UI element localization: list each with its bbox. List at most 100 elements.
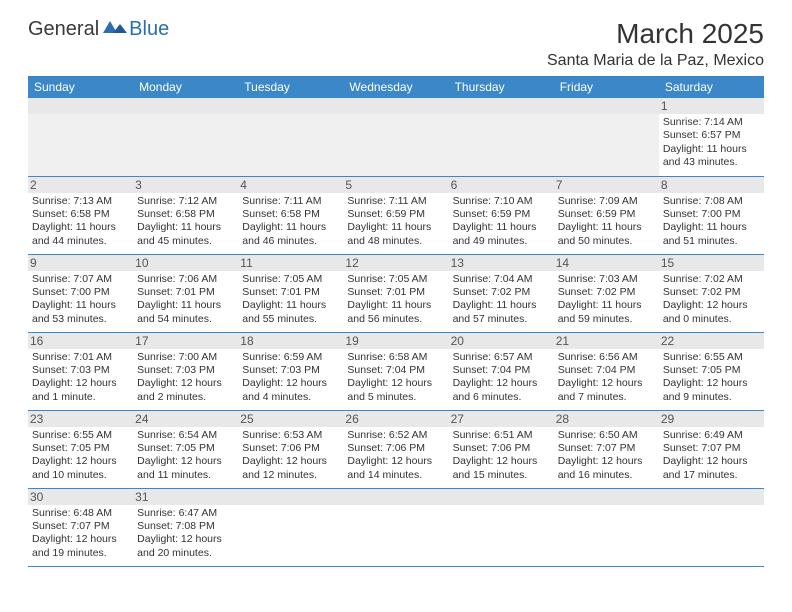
info-d2: and 55 minutes. xyxy=(242,313,339,326)
calendar-cell xyxy=(28,98,133,176)
col-thursday: Thursday xyxy=(449,76,554,98)
day-info: Sunrise: 6:54 AMSunset: 7:05 PMDaylight:… xyxy=(137,429,234,483)
day-info: Sunrise: 6:59 AMSunset: 7:03 PMDaylight:… xyxy=(242,351,339,405)
day-number: 30 xyxy=(28,489,133,505)
day-info: Sunrise: 7:10 AMSunset: 6:59 PMDaylight:… xyxy=(453,195,550,249)
info-d2: and 59 minutes. xyxy=(558,313,655,326)
calendar-row: 23Sunrise: 6:55 AMSunset: 7:05 PMDayligh… xyxy=(28,410,764,488)
day-info: Sunrise: 7:02 AMSunset: 7:02 PMDaylight:… xyxy=(663,273,760,327)
info-d1: Daylight: 11 hours xyxy=(663,221,760,234)
info-d2: and 19 minutes. xyxy=(32,547,129,560)
info-sr: Sunrise: 7:03 AM xyxy=(558,273,655,286)
calendar-cell xyxy=(659,488,764,566)
info-sr: Sunrise: 7:05 AM xyxy=(347,273,444,286)
calendar-row: 1Sunrise: 7:14 AMSunset: 6:57 PMDaylight… xyxy=(28,98,764,176)
info-d2: and 11 minutes. xyxy=(137,469,234,482)
info-d1: Daylight: 11 hours xyxy=(242,299,339,312)
info-d1: Daylight: 12 hours xyxy=(32,533,129,546)
day-info: Sunrise: 6:55 AMSunset: 7:05 PMDaylight:… xyxy=(663,351,760,405)
info-d1: Daylight: 11 hours xyxy=(32,299,129,312)
title-block: March 2025 Santa Maria de la Paz, Mexico xyxy=(547,18,764,70)
info-ss: Sunset: 7:00 PM xyxy=(663,208,760,221)
info-ss: Sunset: 6:59 PM xyxy=(347,208,444,221)
day-info: Sunrise: 7:14 AMSunset: 6:57 PMDaylight:… xyxy=(663,116,760,170)
info-sr: Sunrise: 6:59 AM xyxy=(242,351,339,364)
calendar-cell: 3Sunrise: 7:12 AMSunset: 6:58 PMDaylight… xyxy=(133,176,238,254)
calendar-cell: 10Sunrise: 7:06 AMSunset: 7:01 PMDayligh… xyxy=(133,254,238,332)
calendar-cell: 11Sunrise: 7:05 AMSunset: 7:01 PMDayligh… xyxy=(238,254,343,332)
day-info: Sunrise: 7:11 AMSunset: 6:58 PMDaylight:… xyxy=(242,195,339,249)
day-info: Sunrise: 6:56 AMSunset: 7:04 PMDaylight:… xyxy=(558,351,655,405)
info-ss: Sunset: 6:59 PM xyxy=(558,208,655,221)
info-d1: Daylight: 12 hours xyxy=(663,377,760,390)
info-ss: Sunset: 7:05 PM xyxy=(137,442,234,455)
day-info: Sunrise: 7:05 AMSunset: 7:01 PMDaylight:… xyxy=(347,273,444,327)
info-d1: Daylight: 11 hours xyxy=(663,143,760,156)
calendar-cell: 27Sunrise: 6:51 AMSunset: 7:06 PMDayligh… xyxy=(449,410,554,488)
info-d2: and 45 minutes. xyxy=(137,235,234,248)
info-d2: and 5 minutes. xyxy=(347,391,444,404)
day-number: 31 xyxy=(133,489,238,505)
info-d2: and 6 minutes. xyxy=(453,391,550,404)
calendar-cell: 25Sunrise: 6:53 AMSunset: 7:06 PMDayligh… xyxy=(238,410,343,488)
info-d2: and 53 minutes. xyxy=(32,313,129,326)
calendar-cell xyxy=(554,488,659,566)
col-sunday: Sunday xyxy=(28,76,133,98)
info-d2: and 7 minutes. xyxy=(558,391,655,404)
col-saturday: Saturday xyxy=(659,76,764,98)
calendar-cell: 29Sunrise: 6:49 AMSunset: 7:07 PMDayligh… xyxy=(659,410,764,488)
info-sr: Sunrise: 7:13 AM xyxy=(32,195,129,208)
info-ss: Sunset: 6:58 PM xyxy=(137,208,234,221)
info-d2: and 44 minutes. xyxy=(32,235,129,248)
info-ss: Sunset: 7:07 PM xyxy=(663,442,760,455)
day-info: Sunrise: 7:04 AMSunset: 7:02 PMDaylight:… xyxy=(453,273,550,327)
calendar-row: 2Sunrise: 7:13 AMSunset: 6:58 PMDaylight… xyxy=(28,176,764,254)
day-number: 4 xyxy=(238,177,343,193)
info-ss: Sunset: 7:03 PM xyxy=(137,364,234,377)
info-sr: Sunrise: 7:06 AM xyxy=(137,273,234,286)
day-info: Sunrise: 7:13 AMSunset: 6:58 PMDaylight:… xyxy=(32,195,129,249)
info-d1: Daylight: 11 hours xyxy=(558,299,655,312)
info-d1: Daylight: 11 hours xyxy=(347,299,444,312)
info-d2: and 10 minutes. xyxy=(32,469,129,482)
info-sr: Sunrise: 7:01 AM xyxy=(32,351,129,364)
info-sr: Sunrise: 7:09 AM xyxy=(558,195,655,208)
info-ss: Sunset: 7:07 PM xyxy=(558,442,655,455)
day-number: 28 xyxy=(554,411,659,427)
info-sr: Sunrise: 6:56 AM xyxy=(558,351,655,364)
info-ss: Sunset: 7:06 PM xyxy=(453,442,550,455)
day-info: Sunrise: 7:01 AMSunset: 7:03 PMDaylight:… xyxy=(32,351,129,405)
info-sr: Sunrise: 7:08 AM xyxy=(663,195,760,208)
info-d1: Daylight: 12 hours xyxy=(347,377,444,390)
day-number: 14 xyxy=(554,255,659,271)
day-number: 8 xyxy=(659,177,764,193)
calendar-cell: 24Sunrise: 6:54 AMSunset: 7:05 PMDayligh… xyxy=(133,410,238,488)
day-number: 5 xyxy=(343,177,448,193)
info-d2: and 4 minutes. xyxy=(242,391,339,404)
info-ss: Sunset: 6:59 PM xyxy=(453,208,550,221)
info-ss: Sunset: 7:06 PM xyxy=(242,442,339,455)
calendar-cell: 20Sunrise: 6:57 AMSunset: 7:04 PMDayligh… xyxy=(449,332,554,410)
info-d1: Daylight: 12 hours xyxy=(453,377,550,390)
logo-text-general: General xyxy=(28,18,99,41)
info-sr: Sunrise: 6:55 AM xyxy=(32,429,129,442)
info-d2: and 0 minutes. xyxy=(663,313,760,326)
info-d2: and 51 minutes. xyxy=(663,235,760,248)
info-d2: and 49 minutes. xyxy=(453,235,550,248)
info-d1: Daylight: 12 hours xyxy=(137,455,234,468)
day-number: 9 xyxy=(28,255,133,271)
day-info: Sunrise: 7:08 AMSunset: 7:00 PMDaylight:… xyxy=(663,195,760,249)
info-d2: and 12 minutes. xyxy=(242,469,339,482)
info-sr: Sunrise: 6:48 AM xyxy=(32,507,129,520)
info-ss: Sunset: 7:04 PM xyxy=(558,364,655,377)
info-ss: Sunset: 7:03 PM xyxy=(32,364,129,377)
info-d1: Daylight: 12 hours xyxy=(558,377,655,390)
calendar-cell: 8 Sunrise: 7:08 AMSunset: 7:00 PMDaylight… xyxy=(659,176,764,254)
info-d2: and 50 minutes. xyxy=(558,235,655,248)
day-info: Sunrise: 6:49 AMSunset: 7:07 PMDaylight:… xyxy=(663,429,760,483)
col-friday: Friday xyxy=(554,76,659,98)
info-sr: Sunrise: 7:11 AM xyxy=(347,195,444,208)
info-ss: Sunset: 7:01 PM xyxy=(347,286,444,299)
info-sr: Sunrise: 6:47 AM xyxy=(137,507,234,520)
info-ss: Sunset: 7:06 PM xyxy=(347,442,444,455)
